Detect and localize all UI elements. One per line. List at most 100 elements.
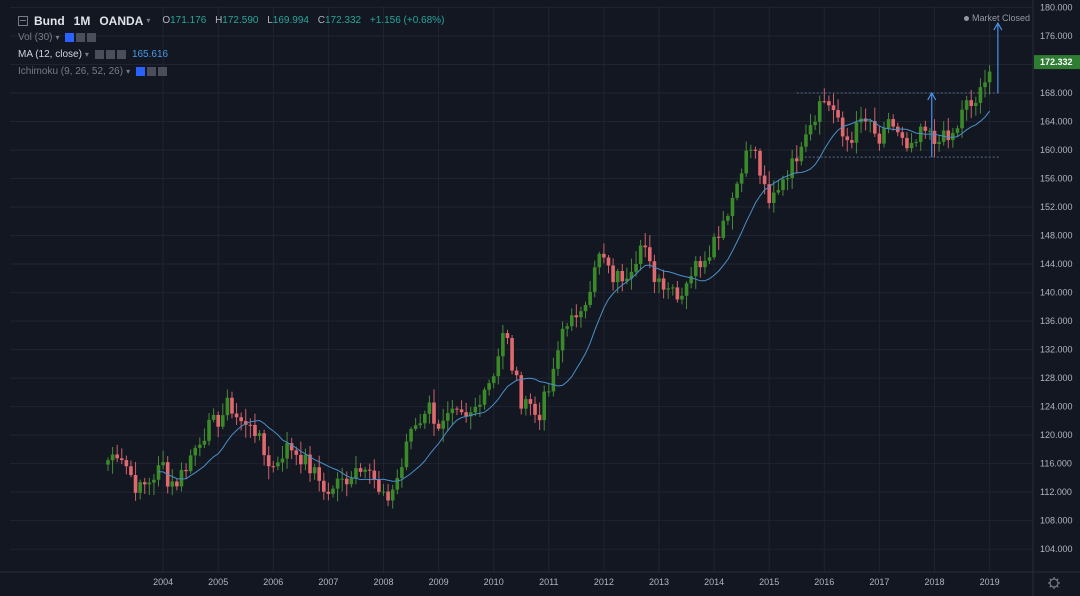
candle-body: [978, 87, 983, 103]
candle-body: [436, 423, 441, 429]
time-tick-label: 2011: [539, 577, 558, 587]
candle-body: [234, 413, 239, 418]
candle-body: [400, 467, 404, 478]
candle-body: [592, 267, 597, 292]
chevron-down-icon[interactable]: ▾: [55, 32, 60, 42]
candle-body: [808, 125, 813, 135]
candle-body: [367, 469, 372, 471]
candle-body: [299, 454, 303, 465]
candle-body: [749, 149, 753, 151]
price-tick-label: 156.000: [1040, 174, 1073, 184]
candle-body: [900, 132, 905, 138]
symbol-broker[interactable]: OANDA: [99, 13, 144, 28]
candle-body: [372, 470, 377, 480]
candle-body: [106, 460, 110, 465]
symbol-interval[interactable]: 1M: [73, 13, 91, 28]
candle-body: [464, 412, 468, 417]
close-icon[interactable]: [158, 67, 168, 76]
candle-body: [129, 466, 133, 476]
candle-body: [344, 478, 349, 485]
candle-body: [142, 482, 147, 485]
price-axis[interactable]: 104.000 108.000 112.000 116.000 120.000 124.0…: [1034, 2, 1080, 554]
gear-icon[interactable]: [147, 67, 157, 76]
eye-icon[interactable]: [94, 50, 104, 59]
candle-body: [138, 482, 142, 493]
candle-body: [776, 189, 781, 193]
last-price-tag: [1034, 55, 1080, 70]
candle-body: [670, 287, 675, 289]
candle-body: [716, 236, 721, 238]
settings-icon[interactable]: [1048, 577, 1060, 589]
candle-body: [280, 458, 285, 463]
price-tick-label: 148.000: [1040, 231, 1073, 241]
candle-body: [813, 121, 817, 126]
candle-body: [693, 261, 698, 277]
candle-body: [409, 428, 413, 442]
time-tick-label: 2010: [484, 577, 504, 587]
symbol-row: Bund 1M OANDA ▾ O171.176 H172.590 L169.9…: [18, 12, 444, 29]
candle-body: [969, 100, 974, 106]
candle-body: [133, 475, 138, 493]
candle-body: [652, 261, 657, 282]
time-tick-label: 2004: [153, 577, 173, 587]
last-price-label: 172.332: [1040, 57, 1073, 67]
price-tick-label: 168.000: [1040, 88, 1073, 98]
time-tick-label: 2014: [704, 577, 724, 587]
candle-body: [514, 370, 519, 376]
candle-body: [175, 481, 179, 487]
candle-body: [579, 311, 583, 318]
indicator-row-ma[interactable]: MA (12, close) ▾ 165.616: [18, 46, 444, 63]
candle-body: [491, 376, 496, 384]
candle-body: [152, 479, 156, 483]
gear-icon[interactable]: [76, 33, 86, 42]
collapse-icon[interactable]: [18, 15, 28, 26]
eye-icon[interactable]: [65, 33, 75, 42]
candle-body: [946, 130, 951, 141]
candle-body: [230, 397, 234, 414]
close-icon[interactable]: [116, 50, 126, 59]
candle-body: [445, 413, 450, 421]
candle-body: [560, 328, 565, 351]
candle-body: [689, 276, 693, 284]
candle-body: [184, 469, 188, 472]
candle-body: [817, 101, 822, 122]
candle-body: [937, 141, 941, 144]
arrow-head-2: [993, 21, 1003, 31]
indicator-row-ichimoku[interactable]: Ichimoku (9, 26, 52, 26) ▾: [18, 63, 444, 80]
candle-body: [730, 197, 735, 217]
candle-body: [735, 183, 739, 198]
candle-body: [845, 136, 850, 141]
candle-body: [918, 126, 923, 143]
candle-body: [358, 468, 363, 472]
chevron-down-icon[interactable]: ▾: [126, 66, 131, 76]
chevron-down-icon[interactable]: ▾: [146, 15, 151, 25]
chevron-down-icon[interactable]: ▾: [84, 49, 89, 59]
candle-body: [611, 265, 615, 283]
gear-icon[interactable]: [105, 50, 115, 59]
candle-body: [960, 109, 964, 129]
candle-body: [390, 489, 395, 501]
ma-line: [158, 110, 990, 482]
symbol-name[interactable]: Bund: [34, 13, 65, 28]
candle-body: [381, 491, 386, 493]
time-tick-label: 2008: [373, 577, 393, 587]
indicator-label: Ichimoku (9, 26, 52, 26): [18, 65, 124, 77]
candle-body: [684, 283, 689, 296]
candle-body: [427, 402, 432, 414]
close-icon[interactable]: [87, 33, 97, 42]
candle-body: [413, 425, 418, 429]
indicator-row-vol[interactable]: Vol (30) ▾: [18, 29, 444, 46]
candle-body: [312, 467, 317, 474]
candle-body: [606, 257, 611, 266]
candle-body: [510, 338, 514, 371]
candle-body: [547, 391, 551, 393]
candle-body: [322, 480, 326, 492]
high-value: 172.590: [222, 14, 259, 26]
candle-body: [308, 454, 312, 474]
close-value: 172.332: [324, 14, 362, 26]
price-tick-label: 124.000: [1040, 402, 1073, 412]
eye-icon[interactable]: [136, 67, 146, 76]
price-tick-label: 136.000: [1040, 316, 1073, 326]
time-axis[interactable]: 2004 2005 2006 2007 2008 2009 2010 2011 2012 2013…: [153, 577, 1000, 587]
